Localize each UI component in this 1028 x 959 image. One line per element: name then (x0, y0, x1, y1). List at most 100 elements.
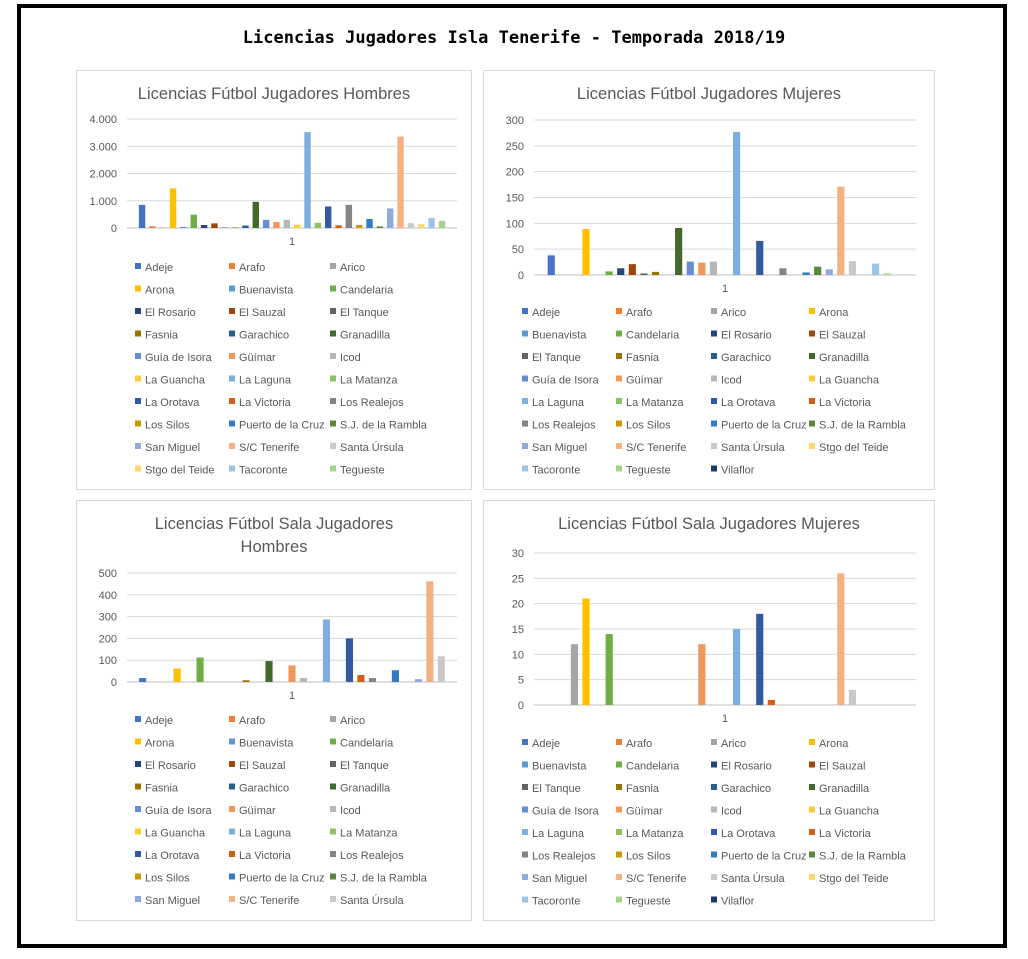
legend-entry: Los Silos (626, 420, 671, 432)
legend-entry: Fasnia (145, 330, 179, 342)
legend-entry: Buenavista (532, 761, 587, 773)
legend-swatch (229, 398, 235, 404)
bar-s-c-tenerife (397, 136, 404, 228)
bar-arico (159, 227, 166, 228)
legend-entry: S/C Tenerife (239, 442, 299, 454)
legend-entry: S/C Tenerife (626, 873, 686, 885)
legend-swatch (330, 263, 336, 269)
legend-entry: Fasnia (145, 783, 179, 795)
legend-swatch (809, 851, 815, 858)
legend-swatch (330, 873, 336, 880)
legend-swatch (616, 739, 622, 745)
legend-swatch (330, 398, 336, 404)
legend-entry: Arafo (239, 262, 265, 274)
legend-entry: Puerto de la Cruz (721, 851, 807, 863)
legend-entry: Garachico (721, 783, 771, 795)
bar-s-j-de-la-rambla (814, 266, 822, 275)
legend-entry: S/C Tenerife (239, 895, 299, 907)
chart-title: Licencias Fútbol Sala Jugadores Hombres (154, 515, 394, 556)
legend-entry: Garachico (239, 783, 289, 795)
legend-entry: La Orotava (145, 850, 200, 862)
legend-entry: Adeje (532, 738, 560, 750)
legend-entry: El Rosario (145, 307, 196, 319)
legend-swatch (522, 761, 528, 768)
y-tick-label: 3.000 (89, 141, 117, 153)
bar-san-miguel (825, 269, 833, 275)
legend-swatch (522, 739, 528, 745)
bar-gu-a-de-isora (686, 261, 694, 275)
bar-la-laguna (732, 629, 741, 705)
y-tick-label: 2.000 (89, 169, 117, 181)
legend-swatch (809, 784, 815, 790)
legend-swatch (809, 443, 815, 449)
legend-swatch (135, 806, 141, 812)
bar-arico (570, 644, 579, 705)
legend-entry: Fasnia (626, 783, 660, 795)
legend-entry: La Matanza (340, 375, 398, 387)
legend-entry: Candelaria (626, 330, 680, 342)
bar-gu-a-de-isora (262, 219, 270, 228)
legend-swatch (330, 443, 336, 449)
legend-entry: Santa Úrsula (340, 894, 404, 907)
legend-swatch (711, 330, 717, 337)
legend-swatch (135, 263, 141, 269)
legend-swatch (229, 308, 235, 314)
legend-entry: Icod (721, 375, 742, 387)
bar-los-realejos (368, 678, 376, 682)
legend-entry: Tacoronte (532, 465, 580, 477)
legend-entry: Tacoronte (532, 896, 580, 908)
legend-swatch (229, 851, 235, 857)
legend-swatch (135, 308, 141, 314)
legend-swatch (616, 761, 622, 768)
legend-entry: La Victoria (239, 850, 292, 862)
legend-entry: El Sauzal (819, 330, 865, 342)
legend-swatch (522, 896, 528, 903)
legend-swatch (522, 308, 528, 314)
legend-swatch (135, 738, 141, 745)
legend-swatch (711, 375, 717, 382)
outer-frame (17, 4, 1007, 948)
legend-entry: La Orotava (145, 397, 200, 409)
legend-swatch (330, 353, 336, 359)
legend-swatch (135, 330, 141, 337)
bar-san-miguel (414, 679, 422, 682)
legend-swatch (522, 375, 528, 382)
legend-entry: El Rosario (721, 330, 772, 342)
bar-la-laguna (732, 131, 741, 275)
legend-swatch (711, 308, 717, 314)
legend-entry: El Tanque (532, 783, 581, 795)
bar-la-matanza (314, 222, 322, 228)
bar-los-realejos (779, 268, 787, 275)
bar-fasnia (242, 680, 250, 682)
legend-entry: Arona (819, 738, 849, 750)
legend-swatch (229, 420, 235, 427)
legend-swatch (330, 761, 336, 767)
legend-entry: Los Realejos (340, 850, 404, 862)
legend-swatch (522, 784, 528, 790)
y-tick-label: 20 (512, 599, 524, 611)
legend-swatch (809, 375, 815, 382)
chart-panel-futbol-hombres: Licencias Fútbol Jugadores Hombres 0 1.00… (76, 70, 472, 490)
bar-adeje (138, 204, 146, 228)
legend-entry: La Guancha (145, 375, 206, 387)
legend-swatch (330, 896, 336, 902)
legend-entry: Santa Úrsula (340, 441, 404, 454)
legend-swatch (711, 896, 717, 903)
bar-puerto-de-la-cruz (391, 670, 399, 682)
y-tick-label: 15 (512, 624, 524, 636)
bar-arafo (149, 226, 156, 228)
legend-entry: La Guancha (145, 828, 206, 840)
bar-la-victoria (767, 699, 775, 705)
legend-entry: Stgo del Teide (145, 465, 215, 477)
legend-entry: La Matanza (626, 397, 684, 409)
legend-entry: Arico (340, 262, 365, 274)
legend-entry: Güímar (626, 375, 663, 387)
legend-swatch (711, 784, 717, 790)
legend-entry: Icod (340, 352, 361, 364)
y-tick-label: 0 (111, 677, 117, 689)
legend-entry: Guía de Isora (145, 805, 213, 817)
legend-swatch (809, 739, 815, 745)
bar-buenavista (180, 226, 187, 228)
legend-entry: Icod (340, 805, 361, 817)
legend-swatch (135, 896, 141, 902)
